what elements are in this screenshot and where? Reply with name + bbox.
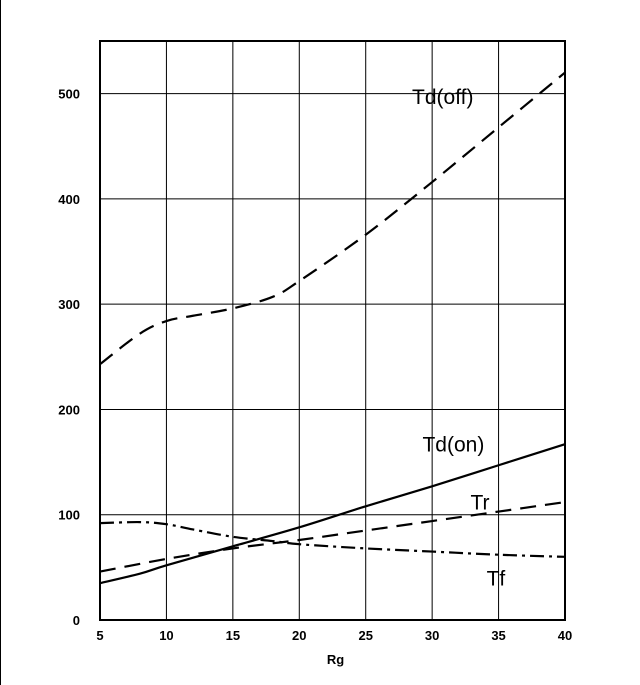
y-tick-label: 100: [58, 508, 80, 523]
x-tick-label: 30: [425, 628, 439, 643]
x-axis-title: Rg: [327, 652, 344, 667]
x-tick-label: 10: [159, 628, 173, 643]
x-tick-label: 15: [226, 628, 240, 643]
y-tick-label: 0: [73, 613, 80, 628]
y-tick-label: 500: [58, 87, 80, 102]
plot-frame: [99, 40, 566, 621]
series-line-tf: [99, 520, 566, 558]
x-tick-label: 25: [358, 628, 372, 643]
series-label-tr: Tr: [470, 491, 489, 514]
series-line-td-off: [99, 71, 566, 366]
x-tick-label: 20: [292, 628, 306, 643]
series-label-tf: Tf: [487, 567, 506, 590]
x-tick-label: 35: [491, 628, 505, 643]
x-tick-label: 40: [558, 628, 572, 643]
series-label-td-on: Td(on): [422, 434, 484, 457]
series-label-td-off: Td(off): [412, 86, 473, 109]
y-tick-label: 300: [58, 297, 80, 312]
y-tick-label: 200: [58, 402, 80, 417]
x-tick-label: 5: [96, 628, 103, 643]
series-line-td-on: [99, 443, 566, 585]
series-line-tr: [99, 501, 566, 573]
y-tick-label: 400: [58, 192, 80, 207]
page-left-border: [0, 0, 1, 685]
